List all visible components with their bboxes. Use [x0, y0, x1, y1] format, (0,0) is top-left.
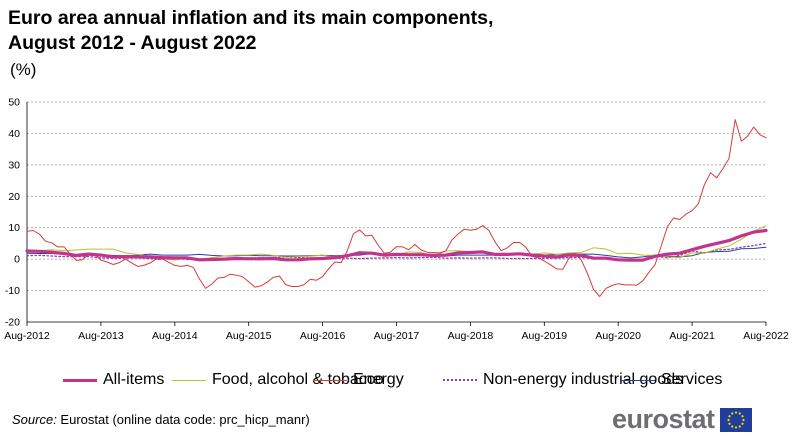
series-line-all-items — [25, 228, 768, 262]
source-note: Source: Eurostat (online data code: prc_… — [12, 412, 310, 427]
x-tick-label: Aug-2019 — [522, 330, 568, 342]
legend-swatch — [172, 379, 206, 381]
y-tick-label: 40 — [8, 128, 20, 140]
legend-item: Non-energy industrial goods — [443, 371, 683, 389]
x-tick-label: Aug-2016 — [300, 330, 346, 342]
x-tick-label: Aug-2021 — [669, 330, 715, 342]
legend-swatch — [63, 378, 97, 382]
legend-label: Services — [661, 371, 723, 388]
legend-item: Services — [621, 371, 722, 389]
legend-swatch — [443, 379, 477, 381]
unit-label: (%) — [10, 60, 37, 79]
chart-title-line-1: Euro area annual inflation and its main … — [8, 7, 494, 29]
y-tick-label: 30 — [8, 159, 20, 171]
x-tick-label: Aug-2015 — [226, 330, 272, 342]
y-tick-label: 10 — [8, 222, 20, 234]
legend-item: All-items — [63, 371, 164, 389]
legend-item: Energy — [313, 371, 404, 389]
chart-title: Euro area annual inflation and its main … — [8, 6, 493, 56]
y-tick-label: -20 — [5, 317, 20, 329]
series-line-energy — [26, 119, 767, 297]
legend-label: Food, alcohol & tobacco — [212, 371, 384, 388]
legend-label: All-items — [103, 371, 165, 388]
x-tick-label: Aug-2014 — [152, 330, 198, 342]
x-tick-label: Aug-2012 — [4, 330, 50, 342]
y-tick-label: 50 — [8, 97, 20, 109]
x-tick-label: Aug-2018 — [448, 330, 494, 342]
legend-item: Food, alcohol & tobacco — [172, 371, 384, 389]
eu-flag-icon — [719, 407, 752, 432]
legend-swatch — [621, 379, 655, 381]
x-tick-label: Aug-2013 — [78, 330, 124, 342]
source-text: Eurostat (online data code: prc_hicp_man… — [56, 412, 310, 427]
eurostat-logo: eurostat — [612, 404, 752, 435]
y-tick-label: 20 — [8, 191, 20, 203]
x-tick-label: Aug-2020 — [595, 330, 641, 342]
legend-label: Energy — [353, 371, 404, 388]
x-tick-label: Aug-2022 — [743, 330, 789, 342]
source-label: Source: — [12, 412, 57, 427]
legend-label: Non-energy industrial goods — [483, 371, 684, 388]
chart-title-line-2: August 2012 - August 2022 — [8, 32, 257, 54]
y-tick-label: 0 — [14, 254, 20, 266]
y-tick-label: -10 — [5, 285, 20, 297]
logo-text: eurostat — [612, 404, 715, 434]
legend-swatch — [313, 379, 347, 381]
x-tick-label: Aug-2017 — [374, 330, 420, 342]
